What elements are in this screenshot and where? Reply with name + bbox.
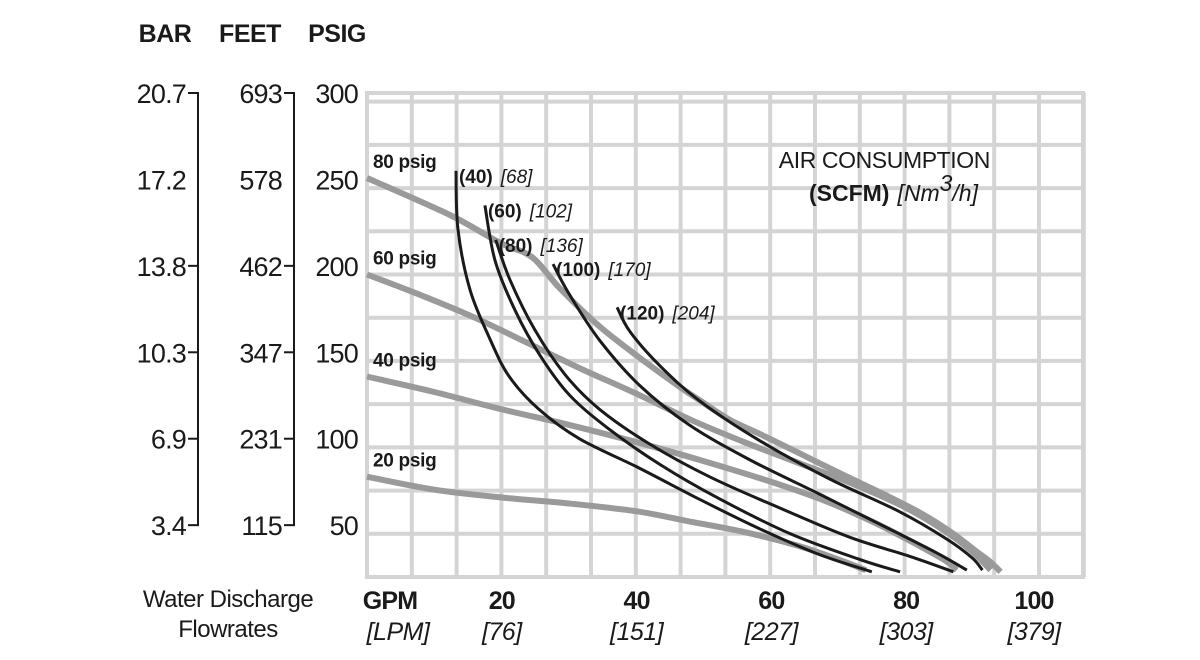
label-40-scfm: (40) [68] (459, 167, 533, 188)
tick-label-feet: 231 (239, 425, 282, 455)
curve-60-psig (365, 271, 993, 573)
curve-40-scfm (454, 170, 873, 574)
x-unit-gpm: GPM (363, 587, 418, 615)
tick-label-bar: 10.3 (137, 338, 186, 368)
chart-title: AIR CONSUMPTION (779, 147, 990, 173)
tick-label-bar: 17.2 (137, 165, 186, 195)
x-axis-title: Water Discharge (143, 586, 313, 613)
curve-60-scfm (483, 205, 901, 574)
air-consumption-title: AIR CONSUMPTION (SCFM) [Nm3/h] (779, 147, 991, 206)
x-unit-lpm: [LPM] (366, 618, 431, 646)
label-scfm: (100) (556, 260, 600, 281)
label-scfm: (60) (488, 201, 522, 222)
label-40-psig: 40 psig (373, 350, 436, 371)
label-scfm: (40) (459, 167, 493, 188)
label-80-scfm: (80) [136] (499, 236, 584, 257)
label-20-psig: 20 psig (373, 451, 436, 472)
tick-label-bar: 3.4 (151, 511, 187, 541)
chart-subtitle: (SCFM) [Nm3/h] (809, 170, 979, 206)
label-nm3h: [136] (540, 236, 584, 257)
subtitle-scfm: (SCFM) (809, 180, 889, 206)
label-scfm: (80) (499, 236, 533, 257)
tick-label-feet: 578 (239, 165, 282, 195)
x-tick-label-lpm: [227] (744, 618, 800, 646)
label-nm3h: [204] (671, 303, 715, 324)
x-tick-label-gpm: 80 (893, 587, 919, 615)
label-scfm: (120) (620, 303, 664, 324)
tick-label-bar: 13.8 (137, 252, 186, 282)
tick-label-feet: 347 (239, 338, 282, 368)
x-tick-label-lpm: [303] (879, 618, 935, 646)
x-axis-title: Flowrates (178, 616, 278, 643)
label-nm3h: [68] (500, 167, 533, 188)
tick-label-psig: 300 (315, 79, 358, 109)
grid-border (365, 91, 1085, 579)
x-tick-label-lpm: [379] (1006, 618, 1062, 646)
tick-label-feet: 462 (239, 252, 282, 282)
tick-label-bar: 20.7 (137, 79, 186, 109)
axis-header-feet: FEET (219, 20, 281, 48)
air-consumption-curves (454, 170, 984, 574)
curve-20-psig (366, 473, 867, 573)
tick-label-feet: 693 (239, 79, 282, 109)
x-tick-label-gpm: 60 (758, 587, 784, 615)
x-axis: Water Discharge Flowrates GPM [LPM] 20 [76] 40… (143, 586, 1063, 646)
curve-80-scfm (494, 239, 954, 574)
label-nm3h: [170] (607, 260, 651, 281)
curve-100-scfm (551, 263, 968, 572)
subtitle-sup: 3 (940, 170, 953, 196)
curve-120-scfm (615, 306, 984, 572)
subtitle-nm3: [Nm (896, 180, 939, 206)
x-tick-label-lpm: [76] (481, 618, 523, 646)
tick-label-psig: 50 (330, 511, 358, 541)
x-tick-label-lpm: [151] (609, 618, 665, 646)
tick-label-psig: 100 (315, 425, 358, 455)
label-80-psig: 80 psig (373, 152, 436, 173)
tick-label-psig: 200 (315, 252, 358, 282)
tick-label-feet: 115 (241, 511, 282, 541)
tick-label-bar: 6.9 (151, 425, 186, 455)
x-tick-label-gpm: 20 (489, 587, 515, 615)
subtitle-per-hour: /h] (950, 180, 978, 206)
x-tick-label-gpm: 40 (623, 587, 649, 615)
axis-header-psig: PSIG (308, 20, 366, 48)
axis-header-bar: BAR (139, 20, 192, 48)
label-60-psig: 60 psig (373, 248, 436, 269)
chart-grid (365, 91, 1086, 579)
label-100-scfm: (100) [170] (556, 260, 651, 281)
tick-label-psig: 250 (315, 165, 358, 195)
label-nm3h: [102] (529, 201, 573, 222)
label-60-scfm: (60) [102] (488, 201, 573, 222)
y-axes: BAR 20.7 17.2 13.8 10.3 6.9 3.4 FEET 693 578 462 34… (137, 20, 367, 541)
label-120-scfm: (120) [204] (620, 303, 715, 324)
curve-labels: 80 psig 60 psig 40 psig 20 psig (40) [68] (60)… (373, 152, 715, 472)
x-tick-label-gpm: 100 (1014, 587, 1053, 615)
tick-label-psig: 150 (315, 338, 358, 368)
